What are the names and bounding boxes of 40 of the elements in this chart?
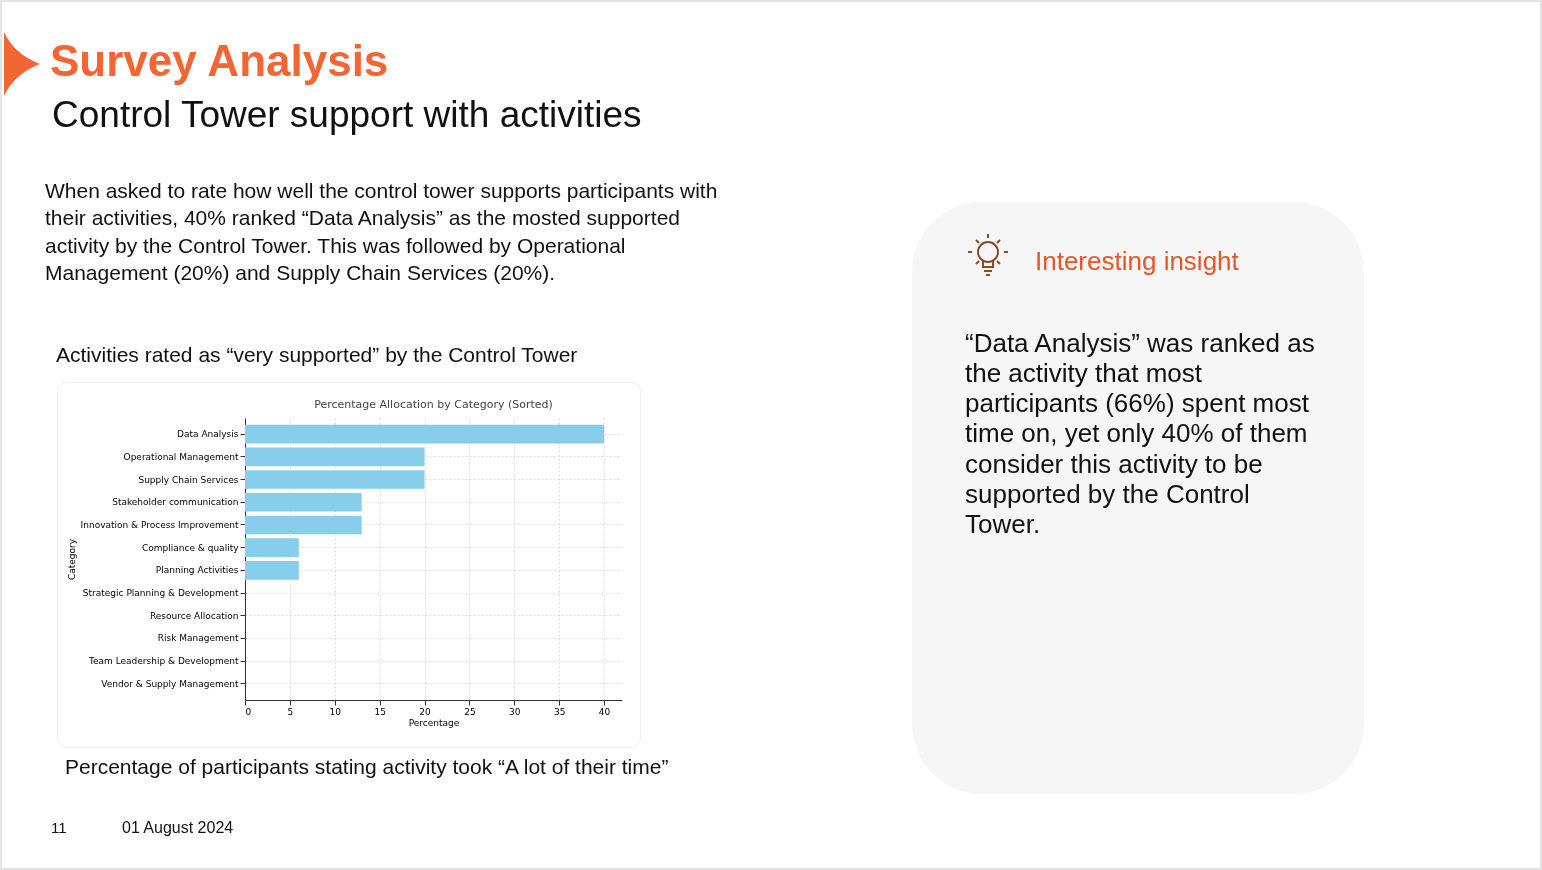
y-tick-label: Innovation & Process Improvement xyxy=(80,519,239,530)
x-tick-label: 35 xyxy=(553,706,566,717)
bar xyxy=(245,515,362,535)
y-tick-label: Operational Management xyxy=(123,451,239,462)
x-axis-title: Percentage xyxy=(408,717,460,728)
x-tick-label: 20 xyxy=(419,706,432,717)
y-tick-label: Strategic Planning & Development xyxy=(82,588,239,599)
y-tick-label: Team Leadership & Development xyxy=(88,656,239,667)
y-tick-label: Supply Chain Services xyxy=(138,474,239,485)
bar xyxy=(245,538,299,557)
bar xyxy=(245,492,362,512)
text: “Data Analysis” was ranked as the activity that most participants (66%) spent most time on, yet only 40% of them consider this activity to be supported by the Control Tower. xyxy=(965,328,1316,540)
text: 01 August 2024 xyxy=(122,818,235,838)
text: Activities rated as “very supported” by the Control Tower xyxy=(56,342,579,368)
y-tick-label: Risk Management xyxy=(157,633,239,644)
x-tick-label: 40 xyxy=(598,706,611,717)
bar xyxy=(245,424,605,444)
text: Interesting insight xyxy=(1035,245,1240,278)
y-tick-label: Vendor & Supply Management xyxy=(101,678,239,689)
y-tick-label: Compliance & quality xyxy=(141,542,240,553)
y-tick-label: Stakeholder communication xyxy=(112,497,239,508)
bar xyxy=(245,470,425,489)
x-tick-label: 15 xyxy=(374,706,386,717)
bar xyxy=(245,561,299,580)
y-tick-label: Data Analysis xyxy=(177,429,239,440)
text: 11 xyxy=(51,818,68,838)
y-tick-label: Planning Activities xyxy=(155,565,239,576)
x-tick-label: 0 xyxy=(245,706,252,717)
bar xyxy=(245,447,425,467)
chart-title: Survey Analysis xyxy=(50,36,389,86)
text: Percentage Allocation by Category (Sorted) xyxy=(314,398,553,411)
y-tick-label: Resource Allocation xyxy=(149,610,239,621)
text: Percentage of participants stating activity took “A lot of their time” xyxy=(65,754,670,780)
chart-subtitle: Control Tower support with activities xyxy=(52,94,642,136)
y-axis-title: Category xyxy=(66,538,77,581)
x-tick-label: 10 xyxy=(329,706,342,717)
text: When asked to rate how well the control tower supports participants with their activities, 40% ranked “Data Analysis” as the mosted supported activity by the Control Tower. This was followed by Operational Management (20%) and Supply Chain Services (20%). xyxy=(45,178,719,286)
x-tick-label: 30 xyxy=(509,706,521,717)
x-tick-label: 5 xyxy=(287,706,294,717)
x-tick-label: 25 xyxy=(464,706,476,717)
